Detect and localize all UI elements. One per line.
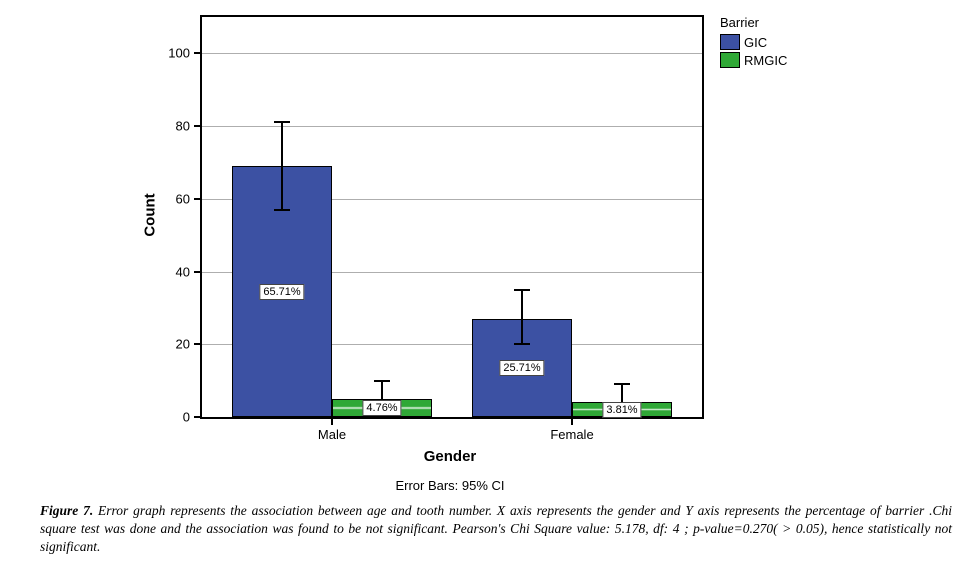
page-root: Count 0 20 40 60 80 100 Male Female 65.71% 4.76% 2… xyxy=(0,0,972,568)
whisker-cap xyxy=(514,343,530,345)
figure-number: Figure 7. xyxy=(40,503,93,518)
error-bar-caption: Error Bars: 95% CI xyxy=(395,478,504,493)
y-tick xyxy=(194,343,200,345)
y-tick-label: 0 xyxy=(183,410,190,425)
whisker xyxy=(281,122,283,209)
gridline xyxy=(202,53,702,54)
y-tick-label: 80 xyxy=(176,119,190,134)
legend-item-rmgic: RMGIC xyxy=(720,52,787,68)
whisker-cap xyxy=(274,209,290,211)
y-tick xyxy=(194,125,200,127)
bar-label: 65.71% xyxy=(259,284,304,300)
y-tick-label: 100 xyxy=(168,46,190,61)
legend-item-gic: GIC xyxy=(720,34,787,50)
y-tick-label: 40 xyxy=(176,264,190,279)
legend-swatch-gic xyxy=(720,34,740,50)
whisker-cap xyxy=(514,289,530,291)
whisker xyxy=(521,290,523,345)
legend-label-gic: GIC xyxy=(744,35,767,50)
x-axis-label: Gender xyxy=(424,448,477,465)
y-tick xyxy=(194,52,200,54)
x-tick-label: Male xyxy=(318,427,346,442)
x-tick xyxy=(571,419,573,425)
legend: Barrier GIC RMGIC xyxy=(720,15,787,70)
y-tick xyxy=(194,198,200,200)
y-tick xyxy=(194,271,200,273)
legend-label-rmgic: RMGIC xyxy=(744,53,787,68)
x-tick xyxy=(331,419,333,425)
x-tick-label: Female xyxy=(550,427,593,442)
whisker-cap xyxy=(374,416,390,418)
figure-caption: Figure 7. Error graph represents the ass… xyxy=(40,502,952,557)
bar-label: 4.76% xyxy=(362,400,401,416)
y-tick xyxy=(194,416,200,418)
whisker-cap xyxy=(374,380,390,382)
legend-title: Barrier xyxy=(720,15,787,30)
bar-label: 3.81% xyxy=(602,402,641,418)
figure-caption-text: Error graph represents the association b… xyxy=(40,503,952,554)
plot-area: 020406080100MaleFemale65.71%4.76%25.71%3… xyxy=(200,15,704,419)
gridline xyxy=(202,126,702,127)
legend-swatch-rmgic xyxy=(720,52,740,68)
y-tick-label: 20 xyxy=(176,337,190,352)
y-tick-label: 60 xyxy=(176,191,190,206)
whisker-cap xyxy=(274,121,290,123)
y-axis-label: Count xyxy=(142,193,159,236)
bar-label: 25.71% xyxy=(499,360,544,376)
whisker-cap xyxy=(614,383,630,385)
